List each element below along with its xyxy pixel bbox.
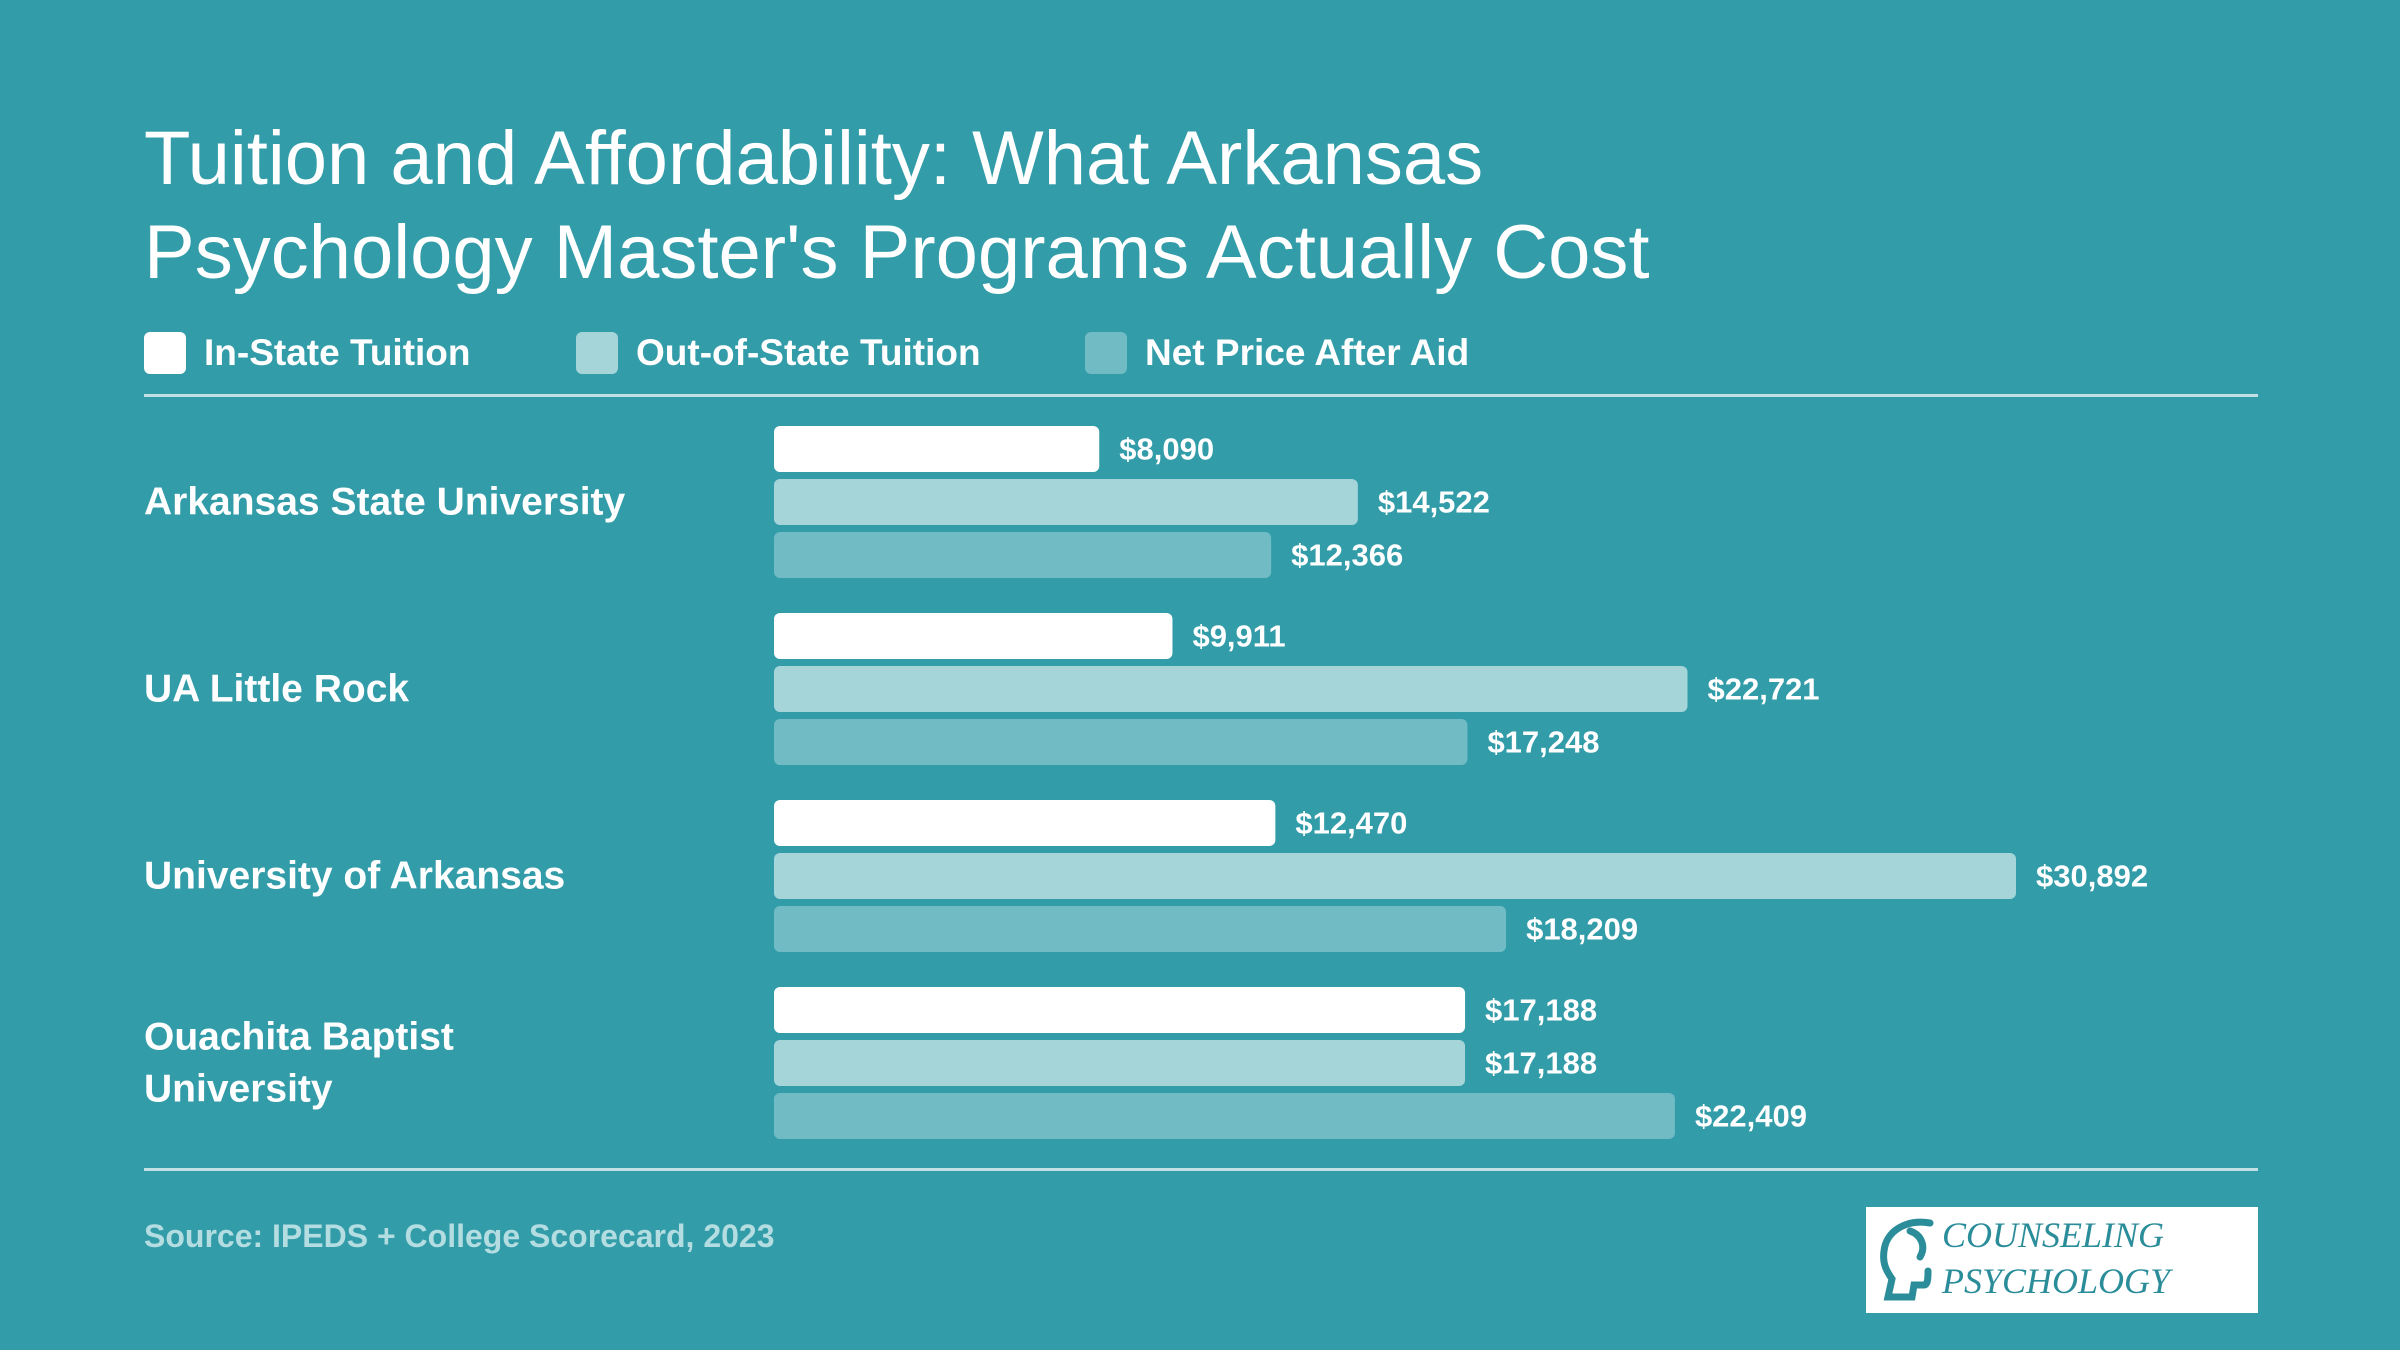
- value-label: $12,366: [1291, 538, 1403, 573]
- value-label: $17,188: [1485, 1046, 1597, 1081]
- category-label: Ouachita Baptist: [144, 1016, 454, 1059]
- value-label: $30,892: [2036, 859, 2148, 894]
- bar: [774, 987, 1466, 1033]
- value-label: $17,248: [1487, 725, 1599, 760]
- legend-label-net-price: Net Price After Aid: [1145, 332, 1470, 373]
- bar: [774, 1040, 1466, 1086]
- bar: [774, 666, 1688, 712]
- bar: [774, 853, 2016, 899]
- legend-swatch-out-of-state: [576, 332, 618, 374]
- counseling-psychology-logo: COUNSELING PSYCHOLOGY: [1866, 1207, 2258, 1313]
- logo-line-1: COUNSELING: [1942, 1215, 2164, 1255]
- legend-item-out-of-state: Out-of-State Tuition: [576, 328, 981, 378]
- category-label: University of Arkansas: [144, 855, 565, 898]
- chart-title: Tuition and Affordability: What Arkansas…: [144, 112, 1944, 300]
- bar: [774, 906, 1507, 952]
- value-label: $12,470: [1295, 806, 1407, 841]
- bar: [774, 800, 1276, 846]
- legend-swatch-in-state: [144, 332, 186, 374]
- legend-swatch-net-price: [1085, 332, 1127, 374]
- category-label: Arkansas State University: [144, 481, 626, 524]
- value-label: $22,721: [1707, 672, 1819, 707]
- value-label: $17,188: [1485, 993, 1597, 1028]
- category-label: UA Little Rock: [144, 668, 409, 711]
- bar: [774, 479, 1358, 525]
- head-profile-icon: [1880, 1218, 1934, 1301]
- legend-label-in-state: In-State Tuition: [204, 332, 471, 373]
- chart-title-line-1: Tuition and Affordability: What Arkansas: [144, 116, 1484, 201]
- legend-item-in-state: In-State Tuition: [144, 328, 471, 378]
- value-label: $18,209: [1526, 912, 1638, 947]
- chart-title-line-2: Psychology Master's Programs Actually Co…: [144, 210, 1650, 295]
- legend-item-net-price: Net Price After Aid: [1085, 328, 1469, 378]
- logo-line-2: PSYCHOLOGY: [1941, 1261, 2174, 1301]
- value-label: $8,090: [1119, 432, 1214, 467]
- bottom-divider: [144, 1168, 2258, 1171]
- bar: [774, 1093, 1675, 1139]
- legend-label-out-of-state: Out-of-State Tuition: [636, 332, 981, 373]
- value-label: $14,522: [1378, 485, 1490, 520]
- source-note: Source: IPEDS + College Scorecard, 2023: [144, 1218, 775, 1254]
- bar: [774, 532, 1272, 578]
- bar: [774, 719, 1468, 765]
- value-label: $22,409: [1695, 1099, 1807, 1134]
- category-label: University: [144, 1068, 333, 1111]
- bar: [774, 613, 1173, 659]
- top-divider: [144, 394, 2258, 397]
- bar: [774, 426, 1100, 472]
- value-label: $9,911: [1192, 619, 1285, 654]
- logo-graphic: COUNSELING PSYCHOLOGY: [1880, 1215, 2174, 1301]
